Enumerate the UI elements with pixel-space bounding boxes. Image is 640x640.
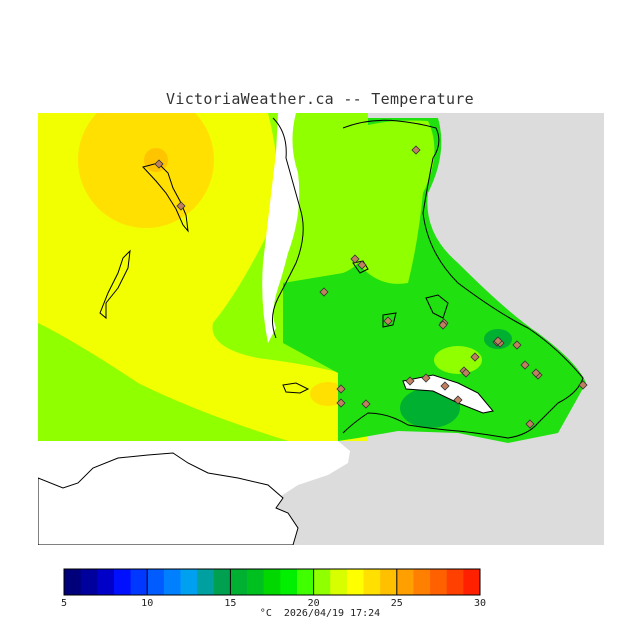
station-marker[interactable] xyxy=(578,380,588,390)
field-warm-center xyxy=(144,148,168,172)
legend-swatch xyxy=(280,569,298,595)
timestamp: 2026/04/19 17:24 xyxy=(283,608,381,619)
legend-swatch xyxy=(213,569,231,595)
station-marker[interactable] xyxy=(336,384,346,394)
field-lime-east xyxy=(343,120,435,284)
legend-swatch xyxy=(80,569,98,595)
island-north xyxy=(142,162,189,233)
coastline-west-channel xyxy=(272,117,304,339)
legend-tick-label: 10 xyxy=(141,598,153,608)
station-marker[interactable] xyxy=(470,352,480,362)
station-marker[interactable] xyxy=(383,316,393,326)
legend-swatch xyxy=(147,569,165,595)
legend-tick-label: 25 xyxy=(391,598,403,608)
lake-1 xyxy=(425,294,449,319)
legend-swatch xyxy=(313,569,331,595)
legend-swatch xyxy=(197,569,215,595)
station-marker[interactable] xyxy=(405,376,415,386)
legend-swatch xyxy=(363,569,381,595)
station-marker[interactable] xyxy=(438,320,448,330)
station-marker[interactable] xyxy=(493,336,503,346)
legend-ticks: 5 10 15 20 25 30 xyxy=(61,569,486,608)
legend-tick-label: 20 xyxy=(308,598,320,608)
legend-footer: °C 2026/04/19 17:24 xyxy=(0,608,640,619)
temperature-map xyxy=(38,113,604,545)
station-marker[interactable] xyxy=(421,373,431,383)
legend-tick-label: 30 xyxy=(474,598,486,608)
legend-swatch xyxy=(130,569,148,595)
legend-unit: °C xyxy=(259,608,272,619)
legend-swatch xyxy=(380,569,398,595)
legend-swatch xyxy=(113,569,132,595)
station-marker[interactable] xyxy=(453,395,463,405)
weather-stations xyxy=(154,145,588,429)
field-green-east xyxy=(283,118,586,443)
field-dark-green-1 xyxy=(400,388,460,428)
station-marker[interactable] xyxy=(411,145,421,155)
legend-swatch xyxy=(396,569,414,595)
station-marker[interactable] xyxy=(440,381,450,391)
station-marker[interactable] xyxy=(520,360,530,370)
legend-tick-label: 15 xyxy=(224,598,236,608)
legend-swatch xyxy=(446,569,464,595)
station-marker[interactable] xyxy=(512,340,522,350)
legend-swatch xyxy=(230,569,248,595)
lake-3 xyxy=(352,260,369,274)
legend-swatch xyxy=(330,569,348,595)
legend-swatch xyxy=(263,569,281,595)
legend-swatch xyxy=(430,569,448,595)
station-marker[interactable] xyxy=(525,419,535,429)
field-lime-spot xyxy=(434,346,482,374)
station-marker[interactable] xyxy=(361,399,371,409)
legend-swatch xyxy=(163,569,181,595)
island-small-south xyxy=(282,382,310,394)
station-marker[interactable] xyxy=(176,201,186,211)
temperature-legend: 5 10 15 20 25 30 xyxy=(61,568,486,608)
legend-swatch xyxy=(346,569,365,595)
field-green-left xyxy=(38,323,288,441)
legend-tick-label: 5 xyxy=(61,598,67,608)
legend-swatch xyxy=(64,569,82,595)
legend-swatch xyxy=(463,569,481,595)
station-marker[interactable] xyxy=(336,398,346,408)
legend-swatch xyxy=(247,569,265,595)
lake-2 xyxy=(382,312,397,328)
legend-swatches xyxy=(64,569,481,595)
legend-swatch xyxy=(97,569,115,595)
station-marker[interactable] xyxy=(350,254,360,264)
island-west xyxy=(99,249,131,320)
station-marker[interactable] xyxy=(461,368,471,378)
station-marker[interactable] xyxy=(154,159,164,169)
station-marker[interactable] xyxy=(357,260,367,270)
station-marker[interactable] xyxy=(531,368,541,378)
coastline-east xyxy=(342,119,584,439)
southern-landmass xyxy=(38,452,299,545)
station-marker[interactable] xyxy=(319,287,329,297)
legend-swatch xyxy=(413,569,431,595)
legend-swatch xyxy=(180,569,198,595)
map-title: VictoriaWeather.ca -- Temperature xyxy=(166,90,474,108)
legend-swatch xyxy=(296,569,315,595)
field-warm-spot-south xyxy=(310,382,346,406)
inlet-south xyxy=(402,374,494,414)
